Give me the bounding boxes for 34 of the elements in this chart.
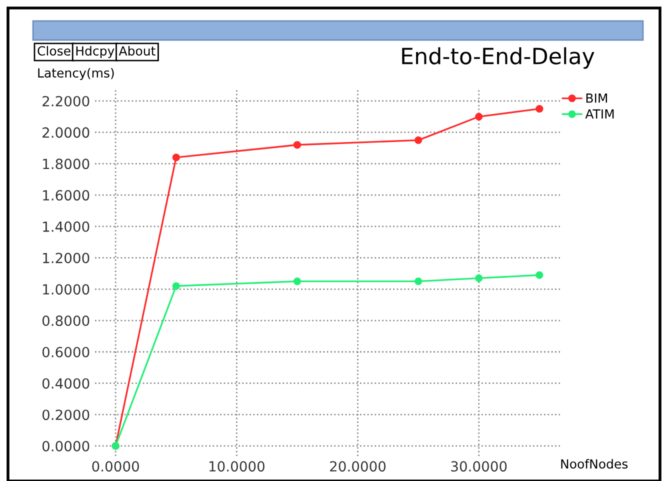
x-tick-label: 20.0000	[330, 461, 386, 472]
point	[172, 282, 180, 290]
y-tick-label: 1.0000	[43, 284, 90, 295]
point	[172, 154, 180, 162]
point	[475, 274, 483, 282]
y-tick-label: 1.8000	[43, 158, 90, 170]
legend-label: BIM	[586, 94, 607, 103]
x-axis-title: NoofNodes	[561, 458, 628, 469]
y-tick-label: 1.2000	[43, 252, 90, 264]
text: About	[118, 46, 156, 56]
y-axis-title: Latency(ms)	[38, 68, 114, 80]
x-tick-label: 10.0000	[209, 461, 264, 472]
y-tick-label: 1.6000	[43, 190, 90, 201]
point	[414, 277, 422, 286]
point	[475, 112, 483, 120]
y-tick-label: 0.8000	[42, 315, 90, 326]
y-tick-label: 1.4000	[43, 221, 90, 232]
text: Close	[38, 46, 70, 56]
x-tick-label: 30.0000	[451, 461, 507, 472]
point	[536, 271, 544, 279]
y-tick-label: 0.6000	[42, 346, 90, 358]
legend-label: ATIM	[585, 109, 614, 119]
x-tick-label: 0.0000	[92, 461, 139, 472]
y-tick-label: 0.0000	[42, 440, 90, 452]
chart-title: End-to-End-Delay	[402, 47, 594, 69]
point	[293, 277, 302, 286]
point	[536, 105, 544, 113]
y-tick-label: 2.2000	[42, 96, 90, 106]
y-tick-label: 0.2000	[42, 410, 90, 420]
y-tick-label: 0.4000	[42, 378, 90, 389]
y-tick-label: 2.0000	[42, 127, 90, 138]
point	[414, 136, 422, 144]
point	[293, 141, 302, 149]
text: Hdcpy	[76, 46, 114, 58]
